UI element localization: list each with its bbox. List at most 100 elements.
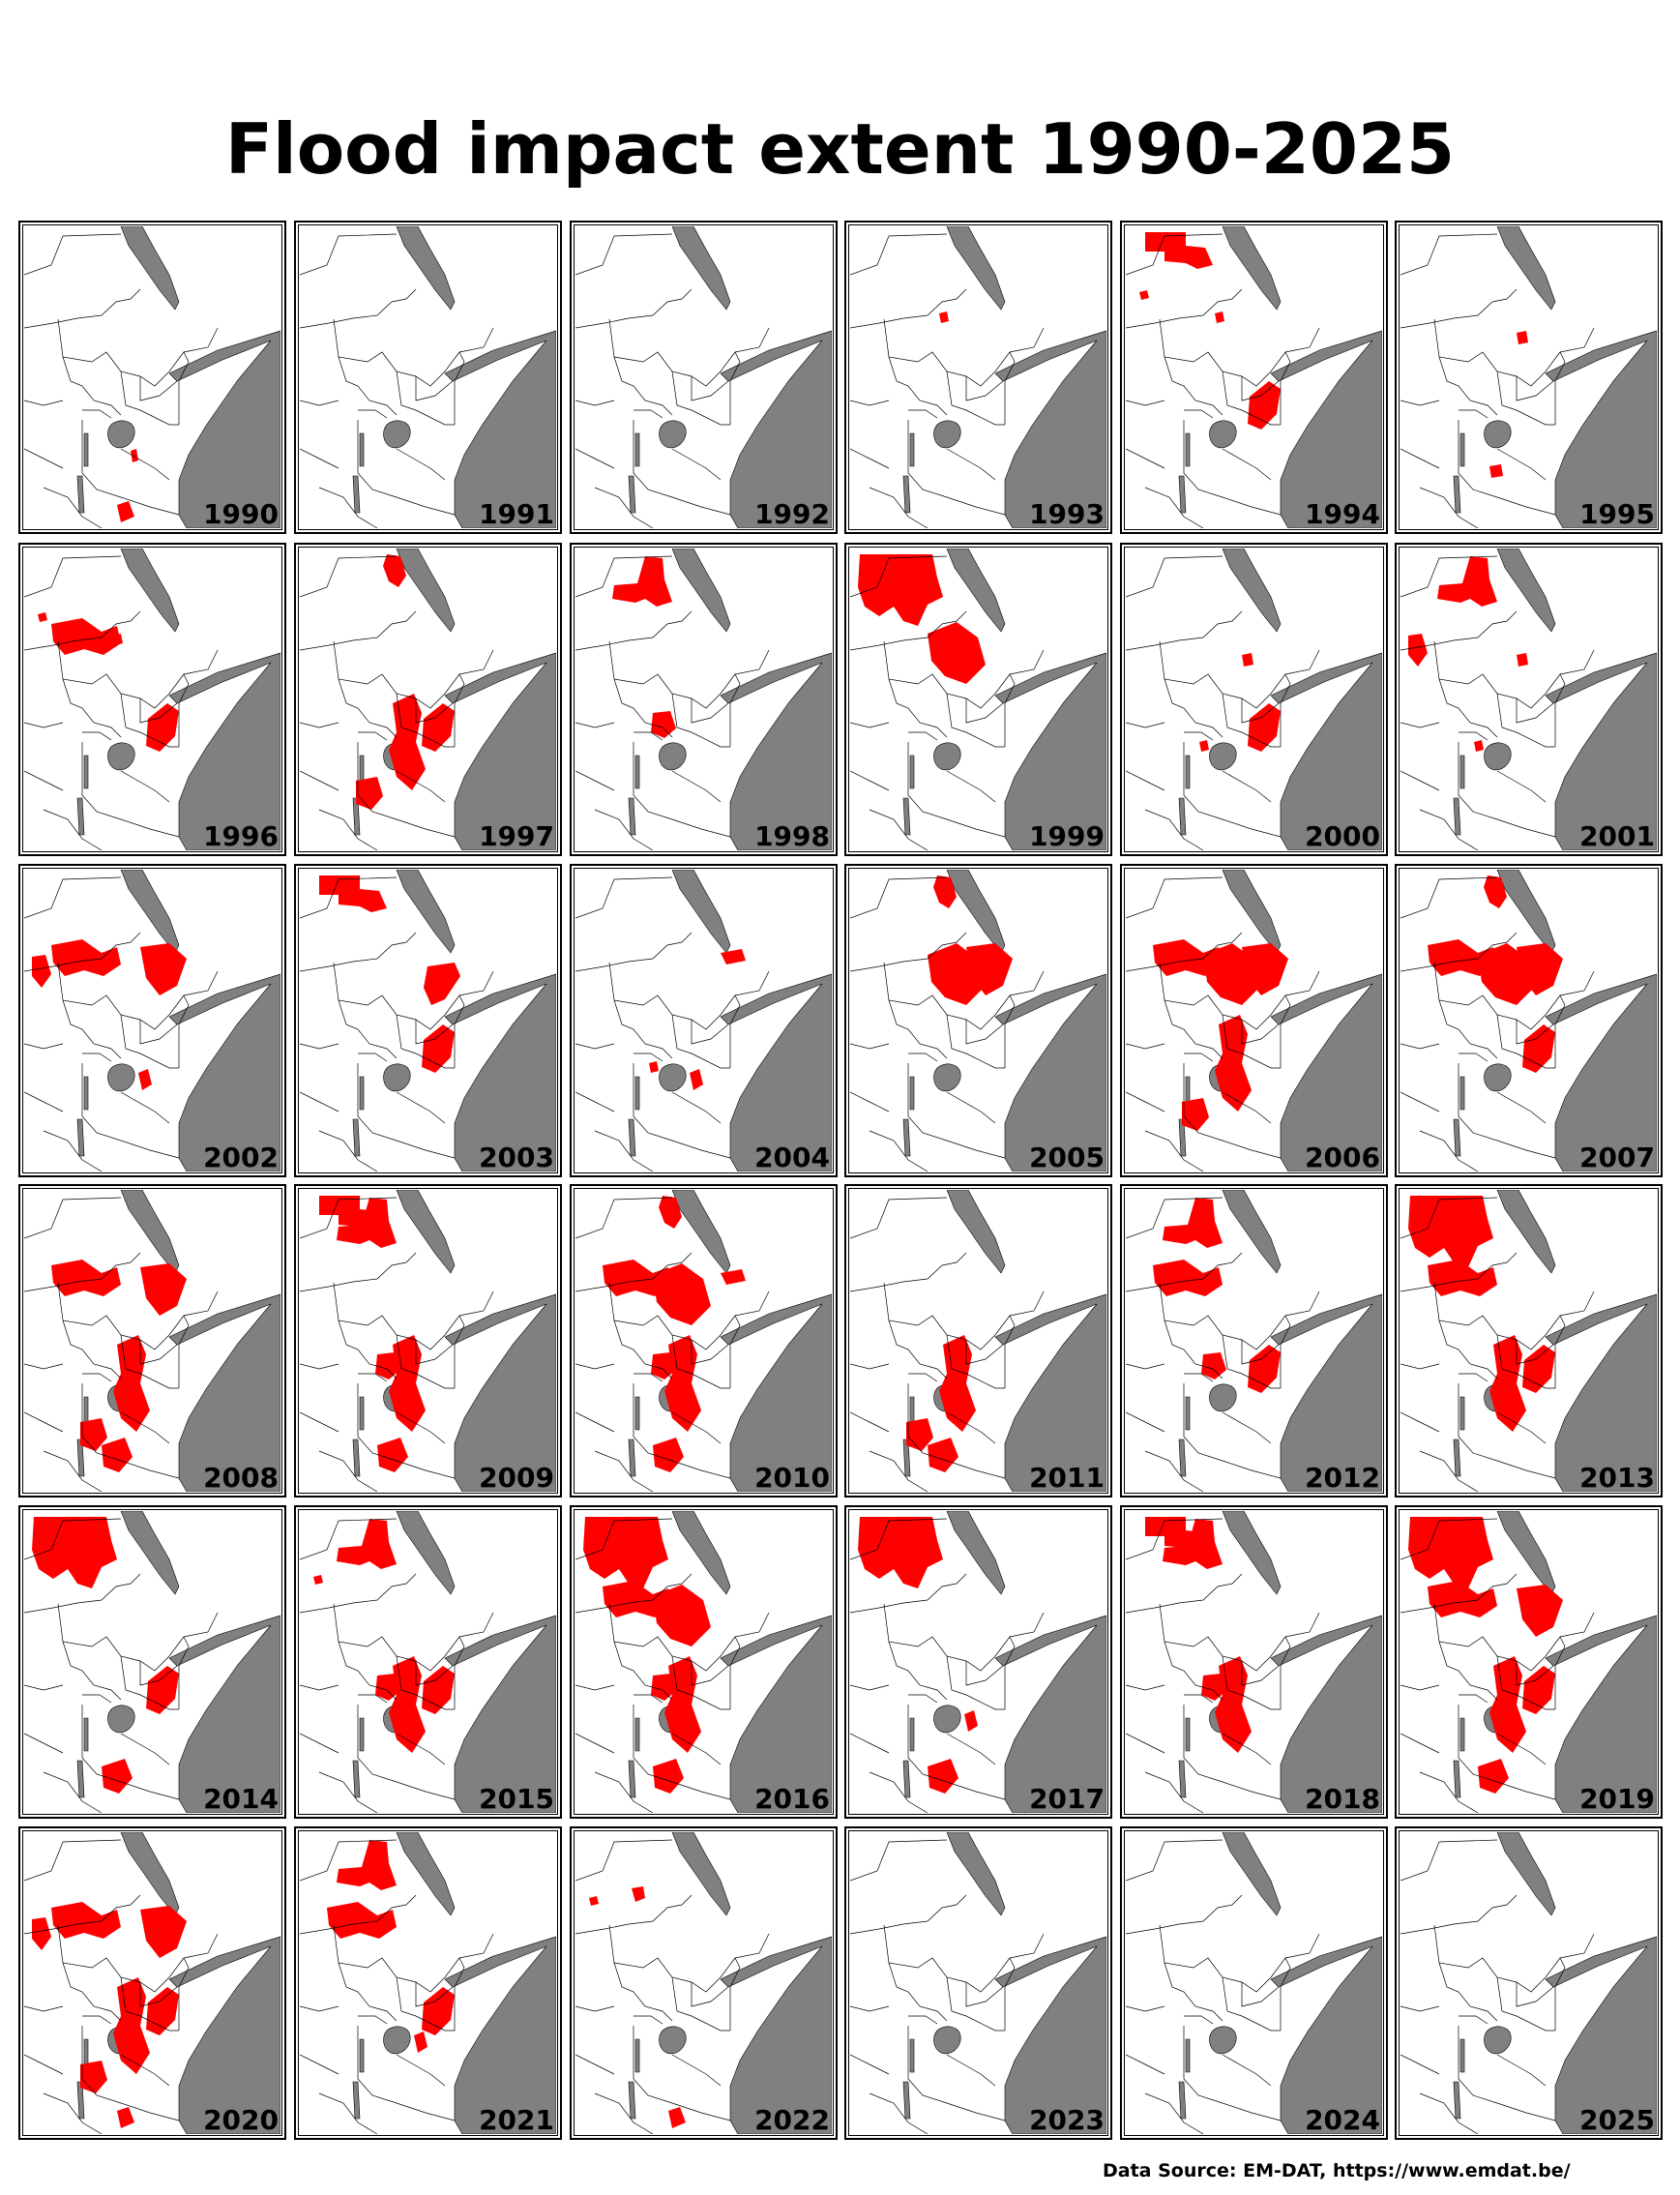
- lake-area: [359, 1396, 365, 1431]
- lake-area: [659, 1063, 687, 1092]
- country-border: [613, 1962, 673, 2022]
- country-border: [1496, 1091, 1547, 1124]
- flood-area-kenya: [664, 1656, 701, 1753]
- lake-area: [352, 1118, 361, 1157]
- country-border: [1554, 351, 1566, 425]
- country-border: [671, 1014, 730, 1069]
- region-map: [575, 1832, 832, 2134]
- flood-area-tz-west: [906, 1418, 933, 1451]
- country-border: [120, 1411, 170, 1444]
- country-border: [575, 876, 673, 919]
- flood-area-sudan-north-mid: [1163, 1198, 1223, 1248]
- country-border: [1270, 327, 1320, 372]
- flood-area-tz-south-small: [117, 2107, 134, 2128]
- country-border: [57, 1282, 170, 1350]
- flood-area-eritrea: [933, 875, 957, 908]
- country-border: [1400, 448, 1440, 469]
- country-border: [139, 698, 178, 724]
- country-border: [318, 809, 378, 850]
- country-border: [24, 1252, 141, 1292]
- country-border: [1280, 1636, 1291, 1709]
- country-border: [575, 448, 615, 469]
- country-border: [613, 678, 673, 738]
- country-border: [1222, 1014, 1281, 1069]
- country-border: [1126, 555, 1223, 598]
- country-border: [300, 555, 398, 598]
- country-border: [444, 1933, 494, 1978]
- lake-area: [76, 475, 85, 514]
- lake-area: [352, 475, 361, 514]
- country-border: [869, 1130, 928, 1172]
- country-border: [613, 999, 673, 1059]
- sea-area: [396, 226, 456, 311]
- country-border: [1144, 1130, 1204, 1172]
- sea-area: [1496, 549, 1556, 633]
- country-border: [1183, 1383, 1282, 1479]
- country-border: [608, 1282, 722, 1350]
- country-border: [24, 1043, 64, 1050]
- country-border: [869, 1450, 928, 1492]
- year-label: 2006: [1305, 1142, 1380, 1174]
- country-border: [415, 698, 454, 724]
- flood-area-kenya-small: [138, 1069, 152, 1090]
- country-border: [1183, 2026, 1282, 2121]
- flood-area-eth-center: [928, 622, 986, 684]
- flood-area-tz-center: [653, 1438, 684, 1472]
- flood-area-sudan-west-small: [589, 1896, 599, 1906]
- country-border: [994, 1612, 1045, 1657]
- country-border: [1159, 318, 1272, 387]
- lake-area: [628, 1439, 636, 1477]
- country-border: [120, 371, 179, 426]
- map-panel-2017: 2017: [844, 1505, 1112, 1819]
- country-border: [946, 770, 996, 803]
- flood-area-kenya-small: [414, 2032, 427, 2053]
- country-border: [729, 1636, 741, 1709]
- country-border: [333, 1282, 446, 1350]
- flood-area-tz-center: [102, 1759, 133, 1794]
- country-border: [1126, 1197, 1223, 1239]
- year-label: 2001: [1579, 820, 1655, 853]
- flood-area-tz-center: [102, 1438, 133, 1472]
- flood-area-kenya: [664, 1335, 701, 1432]
- country-border: [1400, 1573, 1518, 1614]
- flood-area-eth-east: [140, 1906, 187, 1958]
- country-border: [1400, 1043, 1440, 1050]
- sea-area: [168, 1293, 280, 1492]
- country-border: [850, 2054, 890, 2075]
- country-border: [300, 1091, 339, 1112]
- country-border: [1459, 1373, 1488, 1382]
- year-label: 1993: [1029, 498, 1105, 531]
- region-map: [850, 549, 1106, 850]
- country-border: [613, 356, 673, 416]
- lake-area: [659, 420, 687, 449]
- year-label: 2019: [1579, 1783, 1655, 1816]
- country-border: [43, 2092, 103, 2134]
- country-border: [454, 673, 465, 747]
- country-border: [396, 1655, 455, 1710]
- country-border: [1270, 649, 1320, 695]
- flood-area-sudan-north-mid: [1163, 1519, 1223, 1569]
- country-border: [62, 1641, 122, 1701]
- country-border: [994, 1933, 1045, 1978]
- country-border: [1419, 809, 1479, 850]
- lake-area: [628, 475, 636, 514]
- country-border: [850, 1043, 890, 1050]
- country-border: [300, 1411, 339, 1433]
- region-map: [575, 226, 832, 528]
- country-border: [444, 649, 494, 695]
- country-border: [1419, 487, 1479, 528]
- country-border: [946, 1411, 996, 1444]
- country-border: [908, 2015, 938, 2025]
- sea-area: [168, 1936, 280, 2134]
- country-border: [946, 1976, 1005, 2032]
- country-border: [907, 742, 1006, 838]
- year-label: 2002: [203, 1142, 279, 1174]
- year-label: 1994: [1305, 498, 1380, 531]
- flood-area-sudan-north-large: [1408, 1517, 1493, 1588]
- lake-area: [83, 755, 89, 789]
- flood-area-sudan-north-large: [858, 1517, 943, 1588]
- year-label: 2024: [1305, 2104, 1380, 2137]
- country-border: [1126, 1518, 1223, 1560]
- flood-area-eth-east-small: [1517, 653, 1528, 667]
- sea-area: [1270, 330, 1382, 528]
